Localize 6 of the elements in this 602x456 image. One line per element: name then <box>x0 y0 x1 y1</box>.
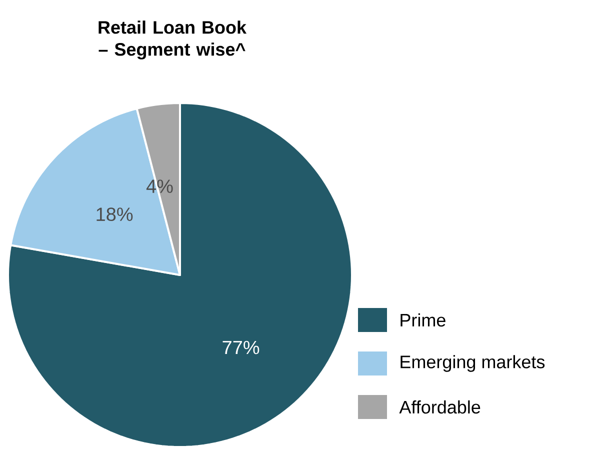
data-label: 18% <box>96 208 133 222</box>
legend-label: Prime <box>400 313 446 327</box>
legend-label: Emerging markets <box>400 355 545 372</box>
chart-title: Retail Loan Book – Segment wise^ <box>98 20 247 60</box>
data-label: 77% <box>222 340 260 354</box>
legend-label: Affordable <box>399 400 480 414</box>
